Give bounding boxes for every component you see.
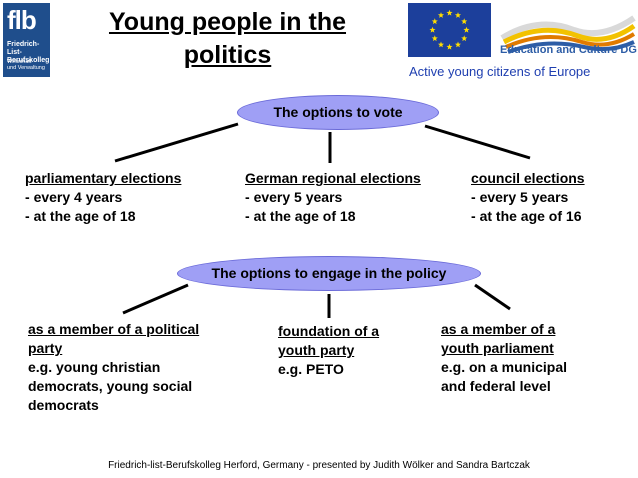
engage-column-line: and federal level xyxy=(441,378,551,394)
connector-engage-left xyxy=(122,283,189,315)
vote-column-item: at the age of 18 xyxy=(253,208,356,224)
engage-column-political-party: as a member of a political party e.g. yo… xyxy=(28,320,268,415)
vote-column-parliamentary: parliamentary elections - every 4 years … xyxy=(25,169,235,226)
eu-star-icon xyxy=(446,9,453,16)
engage-column-heading: foundation of a xyxy=(278,323,380,339)
connector-vote-right xyxy=(424,124,531,160)
engage-column-line: e.g. on a municipal xyxy=(441,359,568,375)
eu-star-icon xyxy=(437,41,445,48)
flb-logo: flb Friedrich-List- Berufskolleg Wirtsch… xyxy=(3,3,50,77)
engage-column-heading: as a member of a xyxy=(441,321,556,337)
vote-column-heading: parliamentary elections xyxy=(25,170,182,186)
engage-column-line: democrats xyxy=(28,397,99,413)
eu-star-icon xyxy=(431,35,438,42)
engage-column-youth-parliament: as a member of a youth parliament e.g. o… xyxy=(441,320,631,396)
engage-column-line: e.g. PETO xyxy=(278,361,344,377)
flb-logo-short: flb xyxy=(7,5,37,35)
eu-stars xyxy=(429,9,470,50)
footer-credits: Friedrich-list-Berufskolleg Herford, Ger… xyxy=(108,460,530,471)
eu-star-icon xyxy=(431,18,438,25)
flb-logo-subtitle: Wirtschaft und Verwaltung xyxy=(7,59,45,71)
vote-column-item: every 5 years xyxy=(253,189,343,205)
engage-column-line: e.g. young christian xyxy=(28,359,161,375)
engage-column-heading: party xyxy=(28,340,63,356)
eu-flag-icon xyxy=(408,3,491,57)
vote-column-item: every 4 years xyxy=(33,189,123,205)
flb-logo-name: Friedrich-List- Berufskolleg xyxy=(7,41,50,64)
vote-column-item: at the age of 16 xyxy=(479,208,582,224)
eu-star-icon xyxy=(454,12,462,18)
tagline: Active young citizens of Europe xyxy=(409,64,591,79)
engage-options-oval: The options to engage in the policy xyxy=(177,256,481,291)
vote-column-heading: council elections xyxy=(471,170,585,186)
vote-column-regional: German regional elections - every 5 year… xyxy=(245,169,460,226)
eac-logo-text: Education and Culture DG xyxy=(500,44,637,56)
vote-column-council: council elections - every 5 years - at t… xyxy=(471,169,636,226)
vote-column-heading: German regional elections xyxy=(245,170,421,186)
connector-vote-left xyxy=(114,122,239,163)
eu-star-icon xyxy=(454,41,462,48)
eu-star-icon xyxy=(437,12,445,18)
vote-options-oval: The options to vote xyxy=(237,95,439,130)
engage-column-heading: as a member of a political xyxy=(28,321,200,337)
eu-star-icon xyxy=(461,35,468,42)
engage-column-heading: youth party xyxy=(278,342,355,358)
eu-star-icon xyxy=(463,26,470,33)
connector-engage-right xyxy=(474,283,511,311)
vote-column-item: every 5 years xyxy=(479,189,569,205)
engage-column-heading: youth parliament xyxy=(441,340,554,356)
eu-star-icon xyxy=(446,43,453,50)
eu-star-icon xyxy=(461,18,468,25)
eu-star-icon xyxy=(429,26,436,33)
engage-column-youth-party: foundation of a youth party e.g. PETO xyxy=(278,322,438,379)
page-title: Young people in the politics xyxy=(108,8,347,69)
vote-column-item: at the age of 18 xyxy=(33,208,136,224)
eac-logo-icon xyxy=(500,15,636,54)
engage-column-line: democrats, young social xyxy=(28,378,193,394)
